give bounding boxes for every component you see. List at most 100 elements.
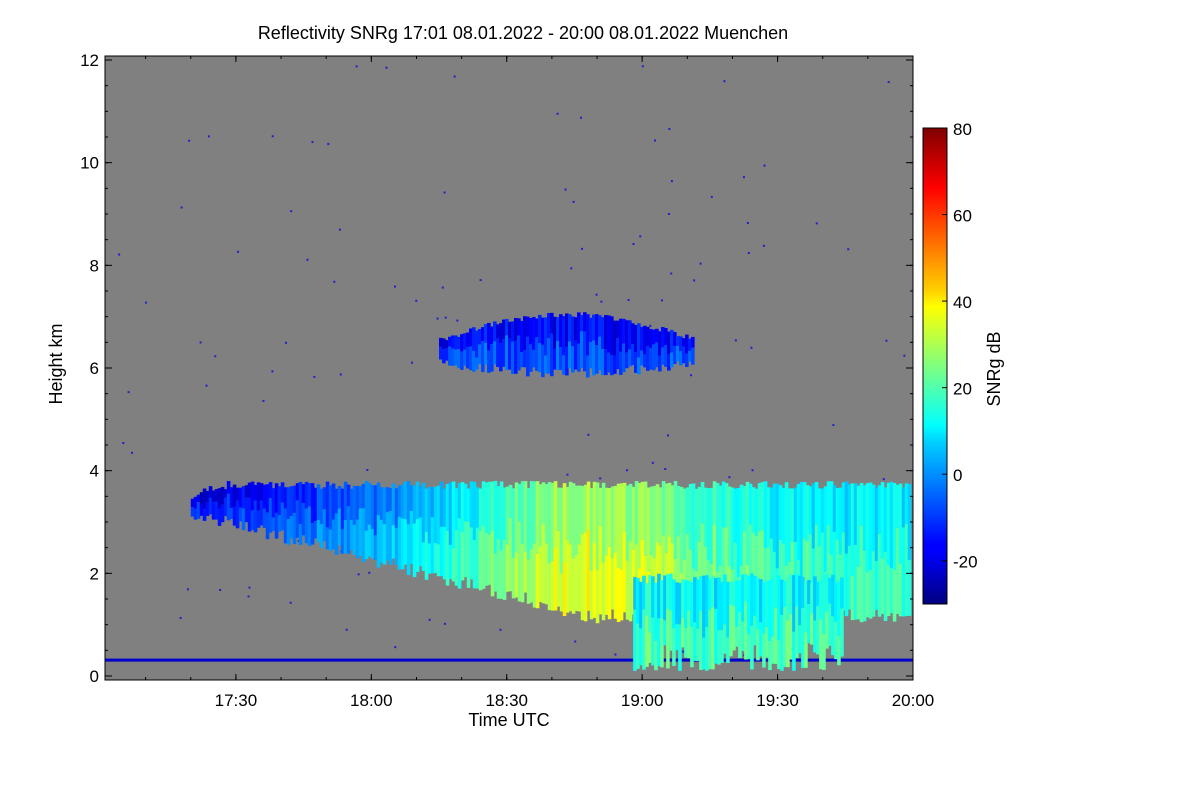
echo-column bbox=[850, 576, 855, 621]
echo-column bbox=[577, 544, 582, 612]
echo-column bbox=[724, 483, 729, 528]
echo-column bbox=[667, 354, 671, 371]
echo-column bbox=[717, 630, 721, 665]
echo-column bbox=[589, 570, 594, 620]
echo-column bbox=[376, 514, 381, 568]
echo-column bbox=[604, 555, 609, 615]
echo-column bbox=[403, 519, 408, 565]
echo-column bbox=[801, 608, 805, 669]
noise-dot bbox=[366, 468, 369, 471]
echo-column bbox=[771, 636, 775, 664]
echo-column bbox=[409, 510, 414, 564]
echo-column bbox=[825, 573, 829, 613]
echo-column bbox=[622, 318, 626, 344]
echo-column bbox=[661, 347, 665, 365]
echo-column bbox=[705, 626, 709, 671]
noise-dot bbox=[572, 200, 575, 203]
echo-column bbox=[604, 349, 608, 376]
echo-column bbox=[840, 608, 844, 657]
echo-column bbox=[394, 528, 399, 566]
noise-dot bbox=[385, 66, 388, 69]
echo-column bbox=[865, 483, 870, 573]
echo-column bbox=[607, 315, 611, 353]
echo-column bbox=[352, 485, 357, 525]
echo-column bbox=[562, 355, 566, 375]
echo-column bbox=[448, 336, 452, 347]
echo-column bbox=[750, 625, 754, 670]
echo-column bbox=[412, 485, 417, 524]
echo-column bbox=[496, 338, 500, 368]
echo-column bbox=[448, 346, 452, 366]
echo-column bbox=[457, 483, 462, 519]
colorbar-tick-label: 40 bbox=[953, 293, 972, 312]
echo-column bbox=[535, 337, 539, 371]
noise-dot bbox=[639, 235, 642, 238]
echo-column bbox=[589, 341, 593, 369]
echo-column bbox=[664, 483, 669, 553]
echo-column bbox=[762, 581, 766, 634]
echo-column bbox=[262, 508, 267, 528]
noise-dot bbox=[368, 571, 371, 574]
echo-column bbox=[685, 534, 690, 616]
echo-column bbox=[792, 631, 796, 671]
echo-column bbox=[778, 485, 783, 540]
echo-column bbox=[729, 581, 733, 606]
echo-column bbox=[406, 524, 411, 575]
echo-column bbox=[445, 348, 449, 361]
echo-column bbox=[469, 328, 473, 347]
echo-column bbox=[556, 341, 560, 371]
echo-column bbox=[738, 612, 742, 659]
echo-column bbox=[801, 576, 805, 609]
echo-column bbox=[667, 482, 672, 537]
echo-column bbox=[753, 575, 757, 616]
echo-column bbox=[337, 508, 342, 545]
noise-dot bbox=[664, 468, 667, 471]
noise-dot bbox=[641, 65, 644, 68]
echo-column bbox=[220, 504, 225, 523]
echo-column bbox=[442, 488, 447, 527]
echo-column bbox=[448, 482, 453, 545]
echo-column bbox=[520, 320, 524, 353]
echo-column bbox=[760, 482, 765, 530]
echo-column bbox=[643, 481, 648, 556]
echo-column bbox=[241, 508, 246, 531]
echo-column bbox=[708, 578, 712, 610]
echo-column bbox=[301, 503, 306, 536]
echo-column bbox=[793, 487, 798, 542]
echo-column bbox=[316, 519, 321, 543]
echo-column bbox=[562, 562, 567, 617]
chart-title: Reflectivity SNRg 17:01 08.01.2022 - 20:… bbox=[258, 23, 788, 43]
echo-column bbox=[343, 519, 348, 554]
echo-column bbox=[487, 350, 491, 373]
echo-column bbox=[753, 615, 757, 646]
echo-column bbox=[541, 344, 545, 378]
echo-column bbox=[859, 483, 864, 526]
echo-column bbox=[334, 513, 339, 555]
echo-column bbox=[859, 525, 864, 623]
echo-column bbox=[700, 482, 705, 524]
echo-column bbox=[247, 482, 252, 498]
noise-dot bbox=[357, 573, 360, 576]
echo-column bbox=[811, 483, 816, 549]
echo-column bbox=[831, 574, 835, 617]
echo-column bbox=[469, 481, 474, 528]
echo-column bbox=[816, 581, 820, 607]
noise-dot bbox=[199, 341, 202, 344]
echo-column bbox=[472, 351, 476, 372]
echo-column bbox=[379, 487, 384, 520]
echo-column bbox=[544, 317, 548, 356]
echo-column bbox=[651, 576, 655, 618]
echo-column bbox=[853, 544, 858, 620]
echo-column bbox=[445, 531, 450, 586]
echo-column bbox=[763, 481, 768, 549]
echo-column bbox=[490, 326, 494, 345]
echo-column bbox=[484, 482, 489, 533]
echo-column bbox=[355, 519, 360, 559]
echo-column bbox=[439, 481, 444, 527]
echo-column bbox=[595, 314, 599, 346]
noise-dot bbox=[580, 116, 583, 119]
noise-dot bbox=[311, 140, 314, 143]
echo-column bbox=[673, 480, 678, 559]
echo-column bbox=[907, 560, 912, 616]
echo-column bbox=[643, 325, 647, 355]
